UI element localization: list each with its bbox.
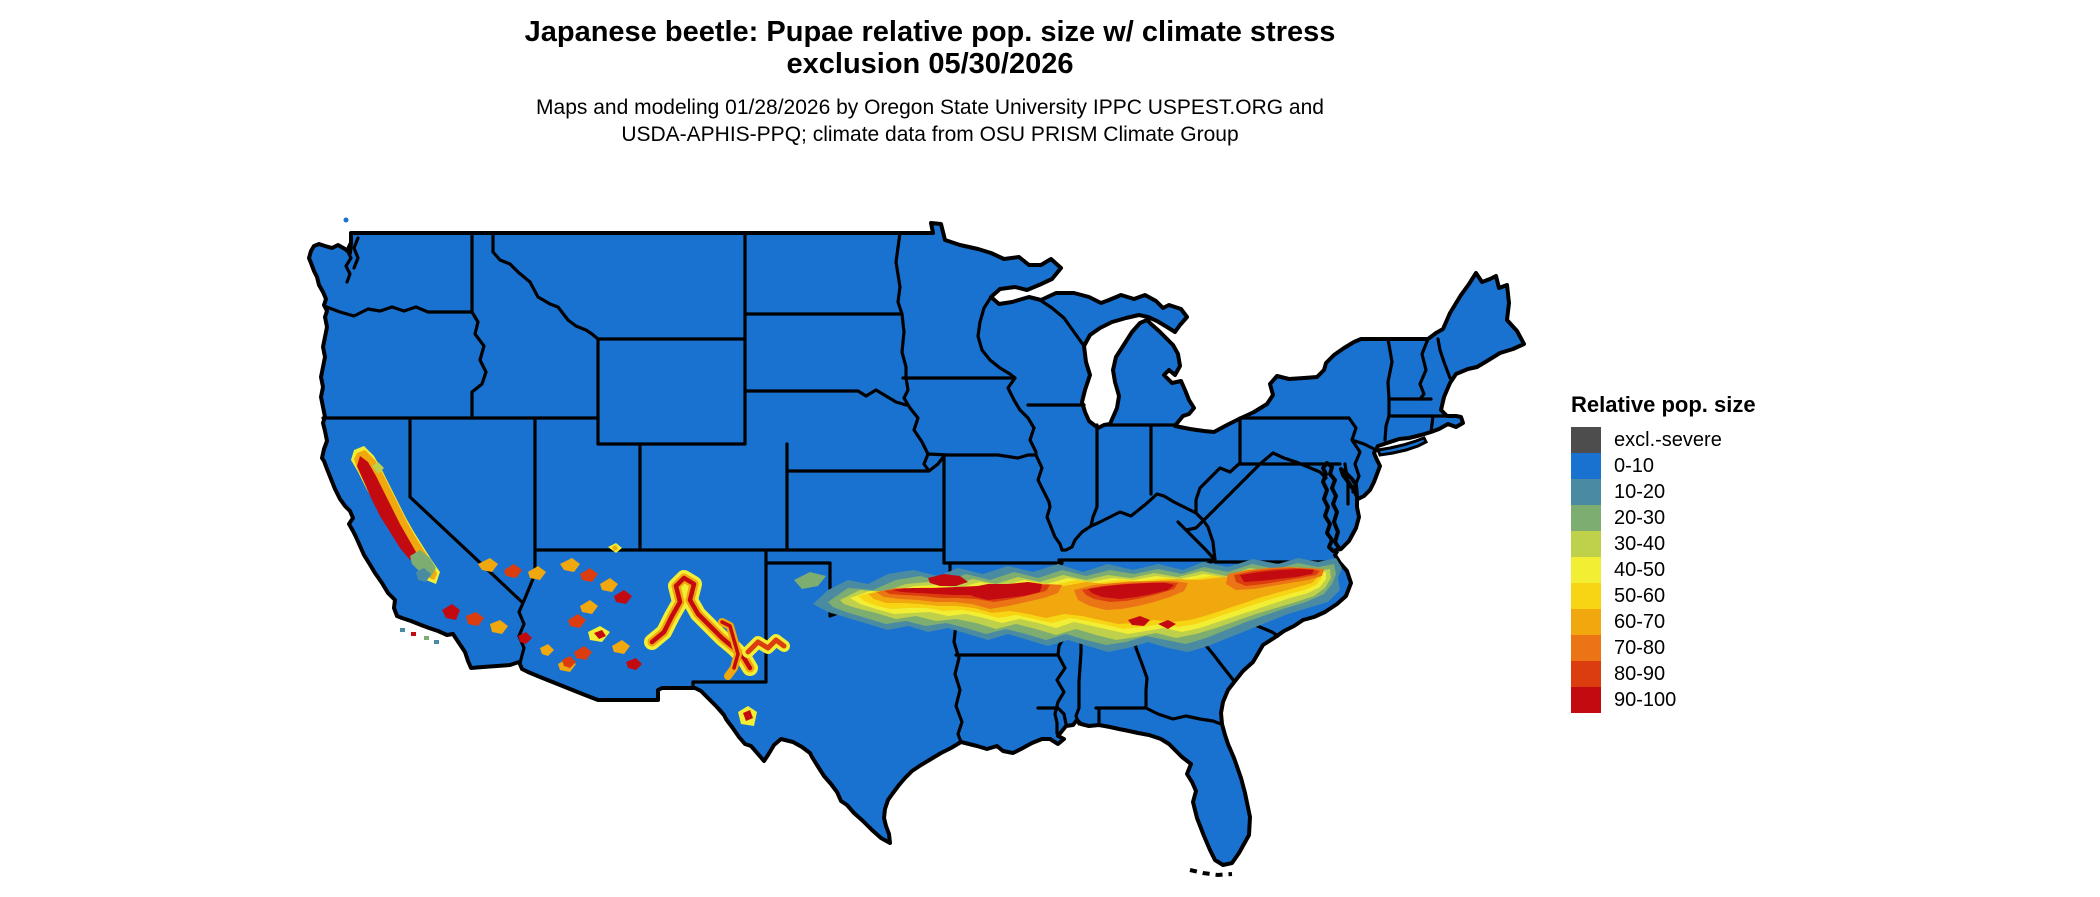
conus-map bbox=[228, 212, 1568, 892]
heat-az-chain bbox=[558, 558, 642, 672]
legend-swatch-excl.-severe bbox=[1571, 427, 1601, 453]
state-borders bbox=[321, 231, 1458, 744]
san-juan-islands bbox=[343, 217, 349, 223]
legend-row-90-100: 90-100 bbox=[1571, 687, 1771, 713]
legend-title: Relative pop. size bbox=[1571, 392, 1756, 417]
us-outline bbox=[307, 221, 1526, 867]
legend-row-60-70: 60-70 bbox=[1571, 609, 1771, 635]
heat-nm-chain bbox=[644, 570, 790, 680]
legend-swatch-90-100 bbox=[1571, 687, 1601, 713]
heat-socal-nv bbox=[442, 558, 576, 668]
map-subtitle: Maps and modeling 01/28/2026 by Oregon S… bbox=[0, 94, 1860, 148]
legend-rows: excl.-severe 0-10 10-20 20-30 30-40 40-50 50-6… bbox=[1571, 427, 1771, 713]
legend-swatch-60-70 bbox=[1571, 609, 1601, 635]
legend-label: 10-20 bbox=[1614, 480, 1666, 503]
legend-row-10-20: 10-20 bbox=[1571, 479, 1771, 505]
legend-swatch-80-90 bbox=[1571, 661, 1601, 687]
legend-row-20-30: 20-30 bbox=[1571, 505, 1771, 531]
map-title-line1: Japanese beetle: Pupae relative pop. siz… bbox=[524, 16, 1336, 48]
legend-swatch-30-40 bbox=[1571, 531, 1601, 557]
long-island bbox=[1375, 436, 1429, 457]
legend-row-70-80: 70-80 bbox=[1571, 635, 1771, 661]
legend-row-excl.-severe: excl.-severe bbox=[1571, 427, 1771, 453]
heat-california-valley bbox=[351, 446, 440, 584]
legend-label: 90-100 bbox=[1614, 688, 1677, 711]
legend-label: 0-10 bbox=[1614, 454, 1655, 477]
legend-row-40-50: 40-50 bbox=[1571, 557, 1771, 583]
legend-label: 50-60 bbox=[1614, 584, 1666, 607]
legend-swatch-50-60 bbox=[1571, 583, 1601, 609]
legend-label: 60-70 bbox=[1614, 610, 1666, 633]
map-subtitle-line1: Maps and modeling 01/28/2026 by Oregon S… bbox=[536, 96, 1324, 119]
legend-row-50-60: 50-60 bbox=[1571, 583, 1771, 609]
legend-label: excl.-severe bbox=[1614, 428, 1722, 451]
legend-label: 20-30 bbox=[1614, 506, 1666, 529]
legend-label: 40-50 bbox=[1614, 558, 1666, 581]
channel-islands bbox=[400, 628, 439, 644]
heat-band-central bbox=[794, 558, 1342, 652]
legend-row-0-10: 0-10 bbox=[1571, 453, 1771, 479]
legend-swatch-0-10 bbox=[1571, 453, 1601, 479]
legend-label: 30-40 bbox=[1614, 532, 1666, 555]
legend: Relative pop. size excl.-severe 0-10 10-20… bbox=[1571, 392, 1771, 713]
florida-keys bbox=[1189, 868, 1233, 878]
conus-map-svg bbox=[307, 217, 1526, 878]
legend-label: 80-90 bbox=[1614, 662, 1666, 685]
map-title-line2: exclusion 05/30/2026 bbox=[786, 48, 1074, 80]
title-block: Japanese beetle: Pupae relative pop. siz… bbox=[0, 16, 1860, 148]
map-subtitle-line2: USDA-APHIS-PPQ; climate data from OSU PR… bbox=[621, 123, 1239, 146]
map-title: Japanese beetle: Pupae relative pop. siz… bbox=[0, 16, 1860, 80]
legend-row-30-40: 30-40 bbox=[1571, 531, 1771, 557]
legend-row-80-90: 80-90 bbox=[1571, 661, 1771, 687]
heat-colorado-speck bbox=[608, 543, 622, 553]
legend-swatch-10-20 bbox=[1571, 479, 1601, 505]
legend-swatch-20-30 bbox=[1571, 505, 1601, 531]
legend-swatch-70-80 bbox=[1571, 635, 1601, 661]
heat-davis-mtns bbox=[738, 706, 757, 726]
legend-label: 70-80 bbox=[1614, 636, 1666, 659]
legend-swatch-40-50 bbox=[1571, 557, 1601, 583]
